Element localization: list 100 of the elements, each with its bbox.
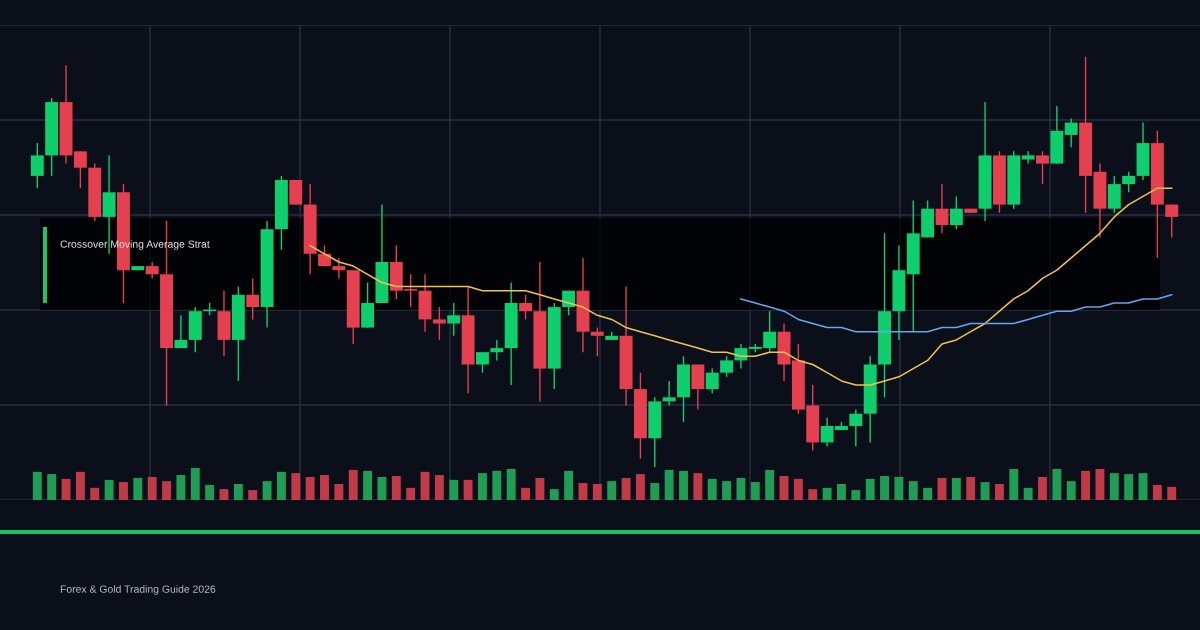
bar [578, 483, 588, 500]
bar [104, 479, 114, 500]
candlestick [30, 142, 44, 189]
candlestick [720, 355, 734, 378]
bar [1038, 476, 1047, 500]
bar [449, 479, 459, 500]
bar [564, 470, 574, 500]
candlestick [476, 351, 489, 374]
bar [1066, 481, 1076, 500]
candlestick [519, 294, 532, 321]
bar [1109, 473, 1119, 500]
bar [779, 476, 789, 500]
candlestick [705, 367, 719, 394]
bar [434, 475, 444, 500]
bar [1009, 468, 1019, 500]
candlestick [935, 183, 949, 234]
bar [607, 481, 617, 500]
bar [1138, 473, 1148, 500]
bar [1081, 470, 1091, 500]
bar [980, 482, 990, 500]
bar [880, 476, 889, 500]
bar [1052, 468, 1062, 500]
candlestick [949, 195, 963, 230]
candlestick [590, 326, 604, 357]
bar [894, 476, 904, 500]
bar [664, 469, 674, 500]
bar [348, 469, 358, 500]
candlestick [73, 150, 87, 189]
bar [736, 477, 746, 500]
candlestick [246, 277, 260, 321]
bar [75, 471, 85, 500]
bar [549, 489, 559, 500]
bar [851, 490, 861, 500]
candlestick [332, 257, 346, 280]
bar [262, 481, 272, 500]
bar [908, 481, 918, 500]
bar [923, 487, 933, 500]
bar [808, 489, 818, 500]
bar [478, 473, 487, 500]
bar [1167, 486, 1177, 500]
candlestick [447, 302, 461, 337]
bar [1095, 468, 1105, 500]
bar [635, 474, 645, 500]
candlestick [1064, 117, 1078, 148]
candlestick [662, 380, 676, 407]
bar [406, 487, 416, 500]
candlestick [849, 408, 863, 448]
bar [750, 482, 760, 500]
bar [865, 478, 875, 500]
candlestick [432, 306, 446, 341]
bar [506, 468, 516, 500]
bar [521, 487, 530, 500]
bar [205, 484, 215, 500]
bar [47, 474, 57, 500]
bar [363, 470, 373, 500]
text: Forex & Gold Trading Guide 2026 [60, 585, 216, 595]
bar [320, 475, 329, 500]
bar [492, 470, 502, 500]
candlestick [1036, 150, 1049, 185]
bar [793, 478, 803, 500]
bar [679, 470, 688, 500]
bar [248, 490, 258, 500]
bar [32, 471, 42, 500]
bar [176, 475, 186, 500]
bar [334, 484, 344, 500]
bar [1124, 474, 1134, 500]
bar [765, 469, 775, 500]
candlestick [1122, 171, 1136, 193]
bar [994, 484, 1004, 500]
candlestick [174, 314, 188, 349]
bar [391, 476, 401, 500]
bar [722, 481, 732, 500]
bar [822, 487, 832, 500]
bar [133, 477, 143, 500]
bar [621, 477, 631, 500]
bar [966, 476, 976, 500]
candlestick [1021, 150, 1035, 165]
bar [377, 476, 387, 500]
bar [1023, 487, 1033, 500]
bar [276, 471, 286, 500]
bar [162, 481, 171, 500]
bar [233, 484, 243, 500]
bar [291, 473, 301, 500]
bar [90, 487, 100, 500]
bar [837, 484, 846, 500]
bar [592, 484, 602, 500]
bar [463, 479, 473, 500]
bar [305, 476, 315, 500]
bar [190, 468, 200, 500]
bar [693, 473, 703, 500]
bar [650, 483, 660, 500]
bar [1152, 484, 1162, 500]
bar [707, 478, 717, 500]
candlestick [1165, 203, 1179, 239]
bar [147, 476, 157, 500]
bar [219, 489, 229, 500]
bar [119, 482, 128, 500]
bar [951, 477, 961, 500]
candlestick [490, 339, 504, 362]
bar [535, 477, 545, 500]
